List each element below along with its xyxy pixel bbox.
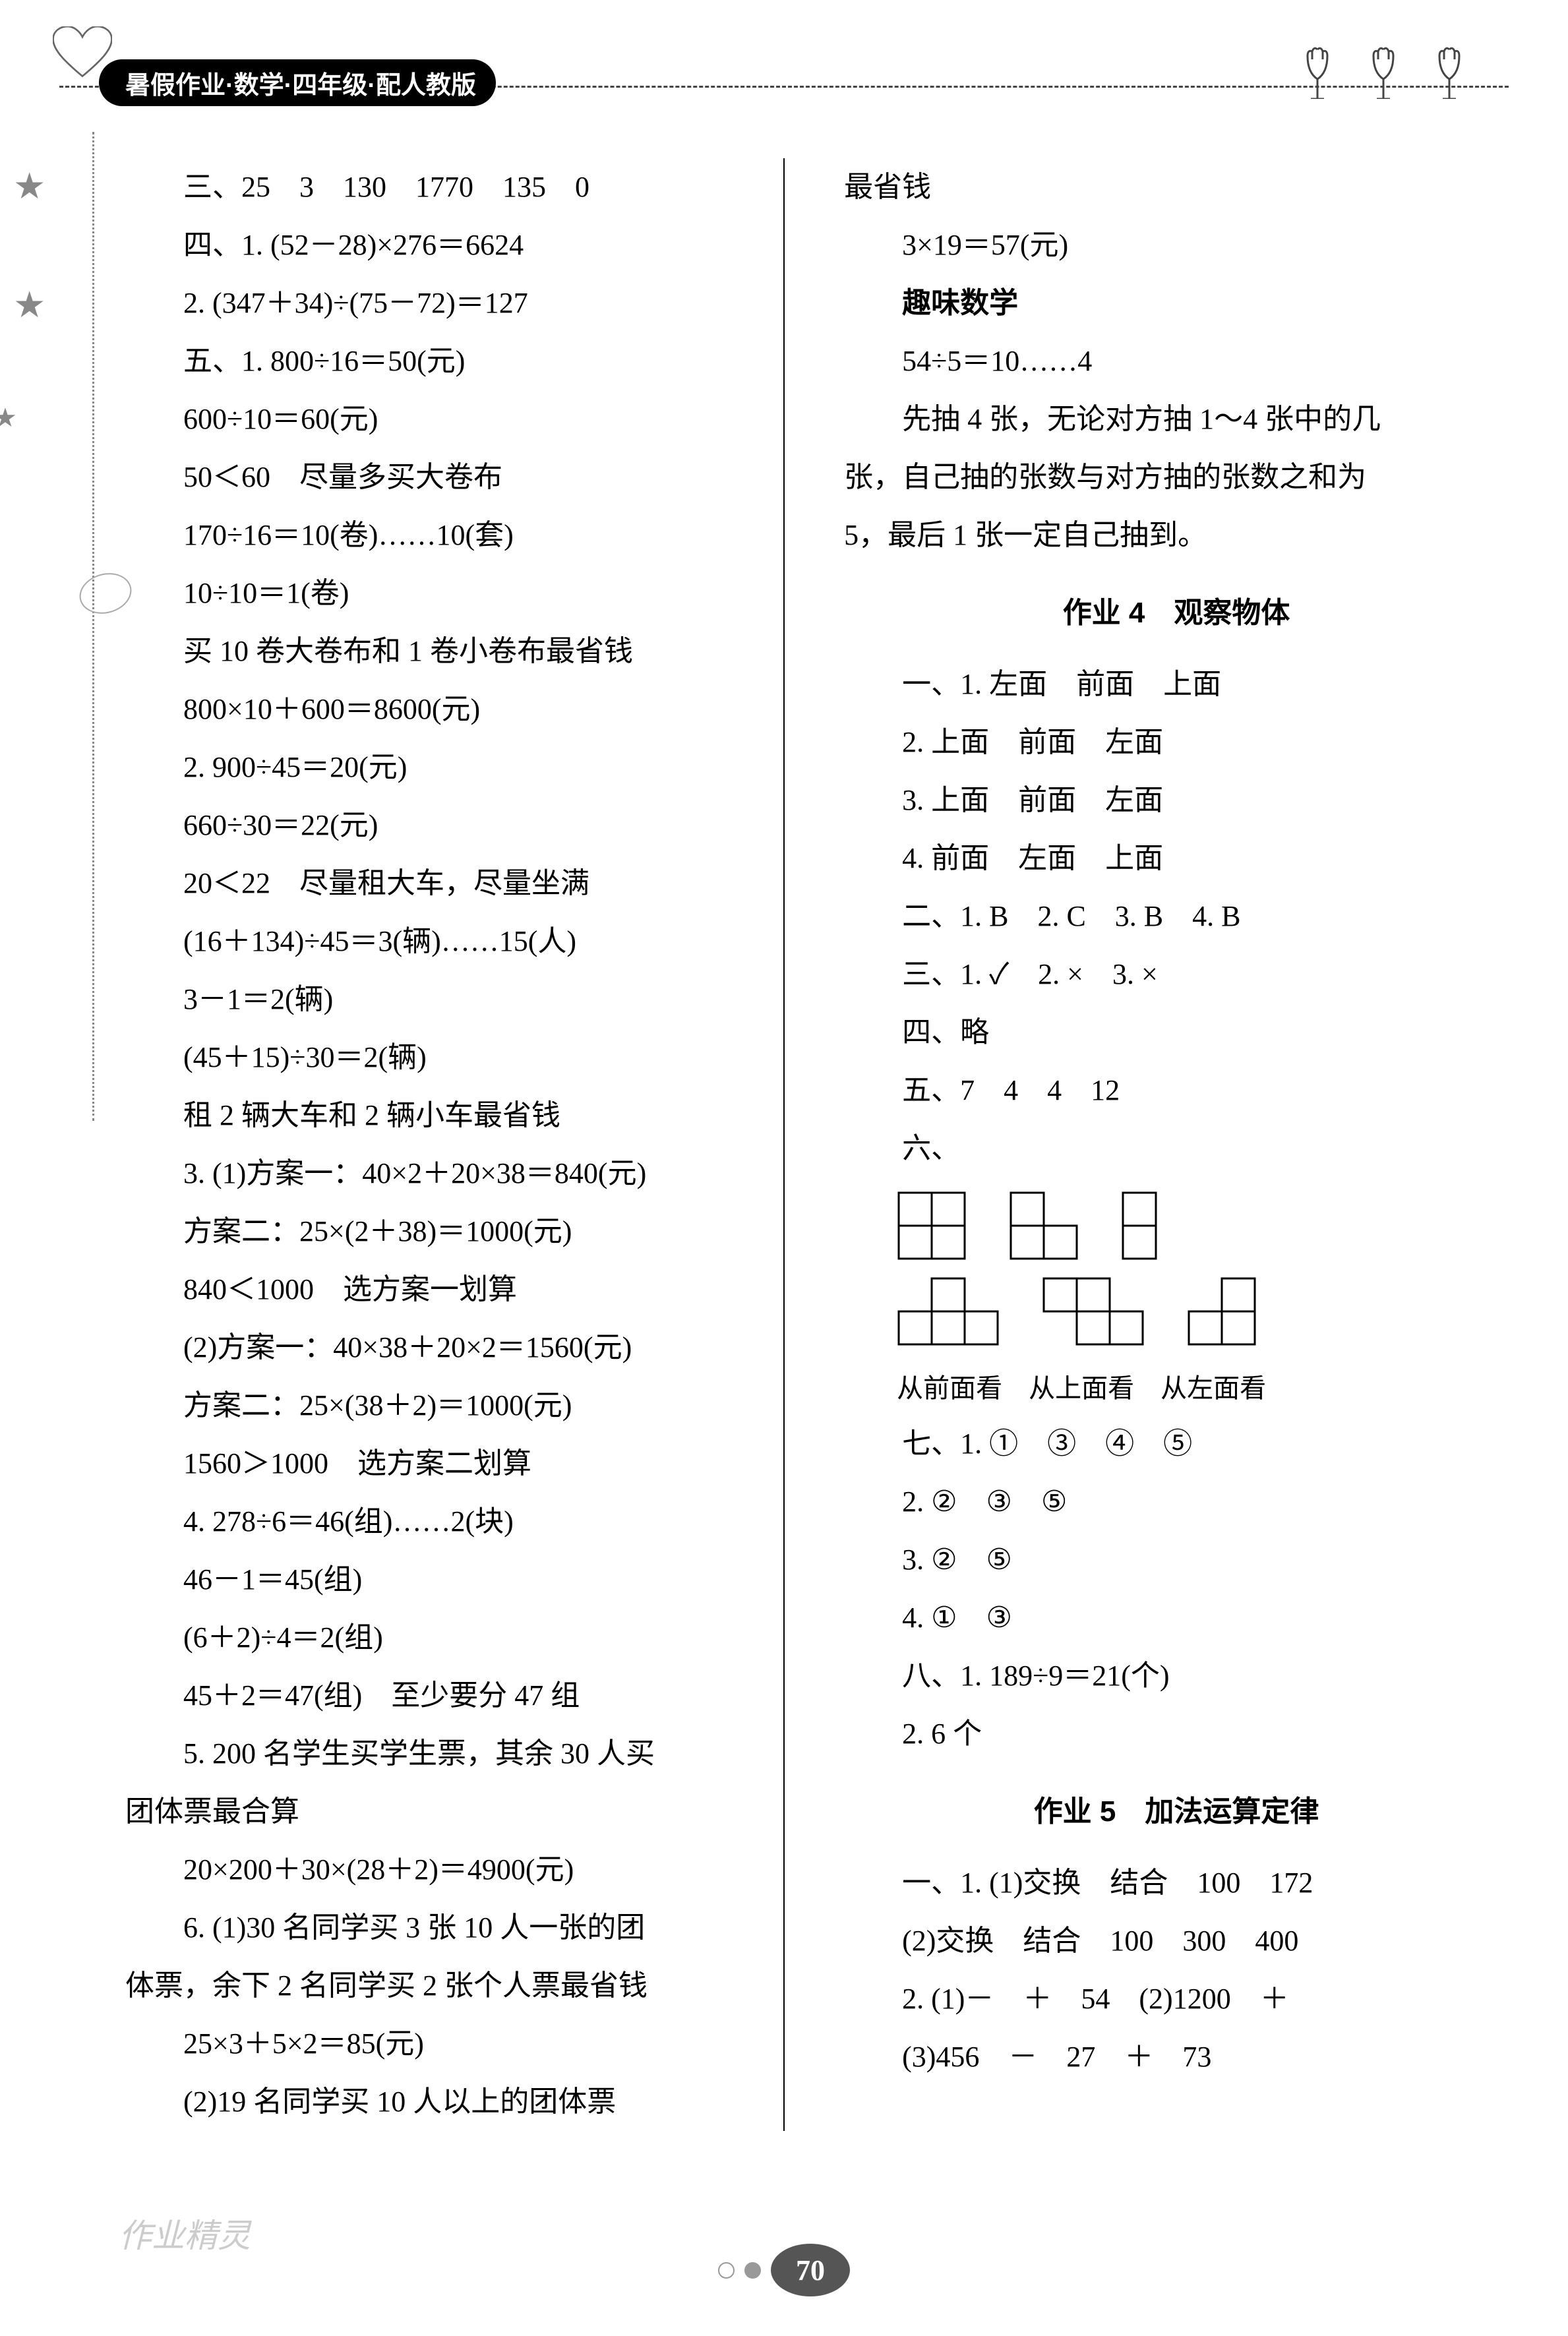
text-line: 2. 上面 前面 左面 xyxy=(844,713,1509,771)
grid-shape-icon xyxy=(897,1191,969,1263)
text-line: 六、 xyxy=(844,1120,1509,1178)
text-line: 二、1. B 2. C 3. B 4. B xyxy=(844,887,1509,945)
text-line: 2. (1)－ ＋ 54 (2)1200 ＋ xyxy=(844,1970,1509,2028)
text-line: 2. 900÷45＝20(元) xyxy=(125,738,731,796)
text-line: 2. 6 个 xyxy=(844,1705,1509,1763)
text-line: 2. ② ③ ⑤ xyxy=(844,1473,1509,1531)
text-line: (2)19 名同学买 10 人以上的团体票 xyxy=(125,2073,731,2131)
text-line: 七、1. ① ③ ④ ⑤ xyxy=(844,1415,1509,1473)
text-line: 170÷16＝10(卷)……10(套) xyxy=(125,506,731,564)
shape-label: 从前面看 xyxy=(897,1362,1002,1415)
main-content: 三、25 3 130 1770 135 0四、1. (52－28)×276＝66… xyxy=(59,158,1509,2131)
page-circle-icon xyxy=(718,2262,735,2279)
text-line: 买 10 卷大卷布和 1 卷小卷布最省钱 xyxy=(125,622,731,680)
text-line: 五、1. 800÷16＝50(元) xyxy=(125,332,731,390)
text-line: 四、1. (52－28)×276＝6624 xyxy=(125,216,731,274)
tulip-icon xyxy=(1298,46,1337,99)
text-line: 方案二：25×(2＋38)＝1000(元) xyxy=(125,1203,731,1261)
text-line: 25×3＋5×2＝85(元) xyxy=(125,2015,731,2073)
text-line: 五、7 4 4 12 xyxy=(844,1062,1509,1120)
text-line: 54÷5＝10……4 xyxy=(844,332,1509,390)
text-line: 10÷10＝1(卷) xyxy=(125,564,731,622)
text-line: 一、1. (1)交换 结合 100 172 xyxy=(844,1854,1509,1912)
section-title: 作业 4 观察物体 xyxy=(844,584,1509,642)
right-column: 最省钱3×19＝57(元)趣味数学54÷5＝10……4先抽 4 张，无论对方抽 … xyxy=(837,158,1509,2131)
page-number-container: 70 xyxy=(0,2244,1568,2296)
tulip-icon xyxy=(1430,46,1469,99)
text-line: 600÷10＝60(元) xyxy=(125,390,731,448)
header-title: 暑假作业·数学·四年级·配人教版 xyxy=(99,59,496,106)
grid-shape-icon xyxy=(1187,1276,1259,1349)
dotted-vertical-line xyxy=(92,132,94,1121)
text-line: 5，最后 1 张一定自己抽到。 xyxy=(844,506,1509,564)
text-line: (3)456 － 27 ＋ 73 xyxy=(844,2028,1509,2086)
grid-shape-icon xyxy=(1042,1276,1147,1349)
text-line: 3. (1)方案一：40×2＋20×38＝840(元) xyxy=(125,1145,731,1203)
text-line: 最省钱 xyxy=(844,158,1509,216)
text-line: (6＋2)÷4＝2(组) xyxy=(125,1609,731,1667)
shape-labels-row: 从前面看从上面看从左面看 xyxy=(897,1362,1509,1415)
grid-shape-icon xyxy=(897,1276,1002,1349)
star-icon: ★ xyxy=(13,165,53,204)
text-line: 趣味数学 xyxy=(844,274,1509,332)
text-line: 6. (1)30 名同学买 3 张 10 人一张的团 xyxy=(125,1899,731,1957)
text-line: 800×10＋600＝8600(元) xyxy=(125,680,731,738)
text-line: 方案二：25×(38＋2)＝1000(元) xyxy=(125,1377,731,1435)
text-line: 一、1. 左面 前面 上面 xyxy=(844,655,1509,713)
column-divider xyxy=(783,158,785,2131)
text-line: (16＋134)÷45＝3(辆)……15(人) xyxy=(125,913,731,971)
text-line: 840＜1000 选方案一划算 xyxy=(125,1261,731,1319)
text-line: 660÷30＝22(元) xyxy=(125,796,731,854)
text-line: 三、1. ✓ 2. × 3. × xyxy=(844,945,1509,1003)
text-line: 50＜60 尽量多买大卷布 xyxy=(125,448,731,506)
text-line: 4. 前面 左面 上面 xyxy=(844,829,1509,887)
text-line: 3×19＝57(元) xyxy=(844,216,1509,274)
text-line: 20＜22 尽量租大车，尽量坐满 xyxy=(125,854,731,913)
text-line: 体票，余下 2 名同学买 2 张个人票最省钱 xyxy=(125,1957,731,2015)
page-header: 暑假作业·数学·四年级·配人教版 xyxy=(59,40,1509,132)
shape-label: 从左面看 xyxy=(1161,1362,1266,1415)
star-icon: ★ xyxy=(13,284,53,323)
page-number: 70 xyxy=(771,2244,850,2296)
text-line: 先抽 4 张，无论对方抽 1～4 张中的几 xyxy=(844,390,1509,448)
grid-shape-icon xyxy=(1009,1191,1081,1263)
shapes-row xyxy=(897,1276,1509,1349)
text-line: 3. ② ⑤ xyxy=(844,1531,1509,1589)
text-line: 团体票最合算 xyxy=(125,1783,731,1841)
star-icon: ★ xyxy=(0,402,33,442)
text-line: 45＋2＝47(组) 至少要分 47 组 xyxy=(125,1667,731,1725)
text-line: 5. 200 名学生买学生票，其余 30 人买 xyxy=(125,1725,731,1783)
tulip-icon xyxy=(1364,46,1403,99)
text-line: 4. ① ③ xyxy=(844,1589,1509,1647)
text-line: 三、25 3 130 1770 135 0 xyxy=(125,158,731,216)
text-line: 3. 上面 前面 左面 xyxy=(844,771,1509,829)
text-line: 1560＞1000 选方案二划算 xyxy=(125,1435,731,1493)
left-column: 三、25 3 130 1770 135 0四、1. (52－28)×276＝66… xyxy=(59,158,731,2131)
text-line: 20×200＋30×(28＋2)＝4900(元) xyxy=(125,1841,731,1899)
star-decorations: ★ ★ ★ xyxy=(13,165,53,442)
page-circle-icon xyxy=(744,2262,761,2279)
shapes-row xyxy=(897,1191,1509,1263)
text-line: 46－1＝45(组) xyxy=(125,1551,731,1609)
text-line: (45＋15)÷30＝2(辆) xyxy=(125,1029,731,1087)
text-line: 4. 278÷6＝46(组)……2(块) xyxy=(125,1493,731,1551)
text-line: (2)交换 结合 100 300 400 xyxy=(844,1912,1509,1970)
text-line: 2. (347＋34)÷(75－72)＝127 xyxy=(125,274,731,332)
shape-label: 从上面看 xyxy=(1029,1362,1134,1415)
text-line: 四、略 xyxy=(844,1003,1509,1062)
text-line: 张，自己抽的张数与对方抽的张数之和为 xyxy=(844,448,1509,506)
text-line: 3－1＝2(辆) xyxy=(125,971,731,1029)
text-line: (2)方案一：40×38＋20×2＝1560(元) xyxy=(125,1319,731,1377)
section-title: 作业 5 加法运算定律 xyxy=(844,1783,1509,1841)
grid-shape-icon xyxy=(1121,1191,1161,1263)
tulip-decorations xyxy=(1298,46,1469,99)
text-line: 八、1. 189÷9＝21(个) xyxy=(844,1647,1509,1705)
text-line: 租 2 辆大车和 2 辆小车最省钱 xyxy=(125,1087,731,1145)
